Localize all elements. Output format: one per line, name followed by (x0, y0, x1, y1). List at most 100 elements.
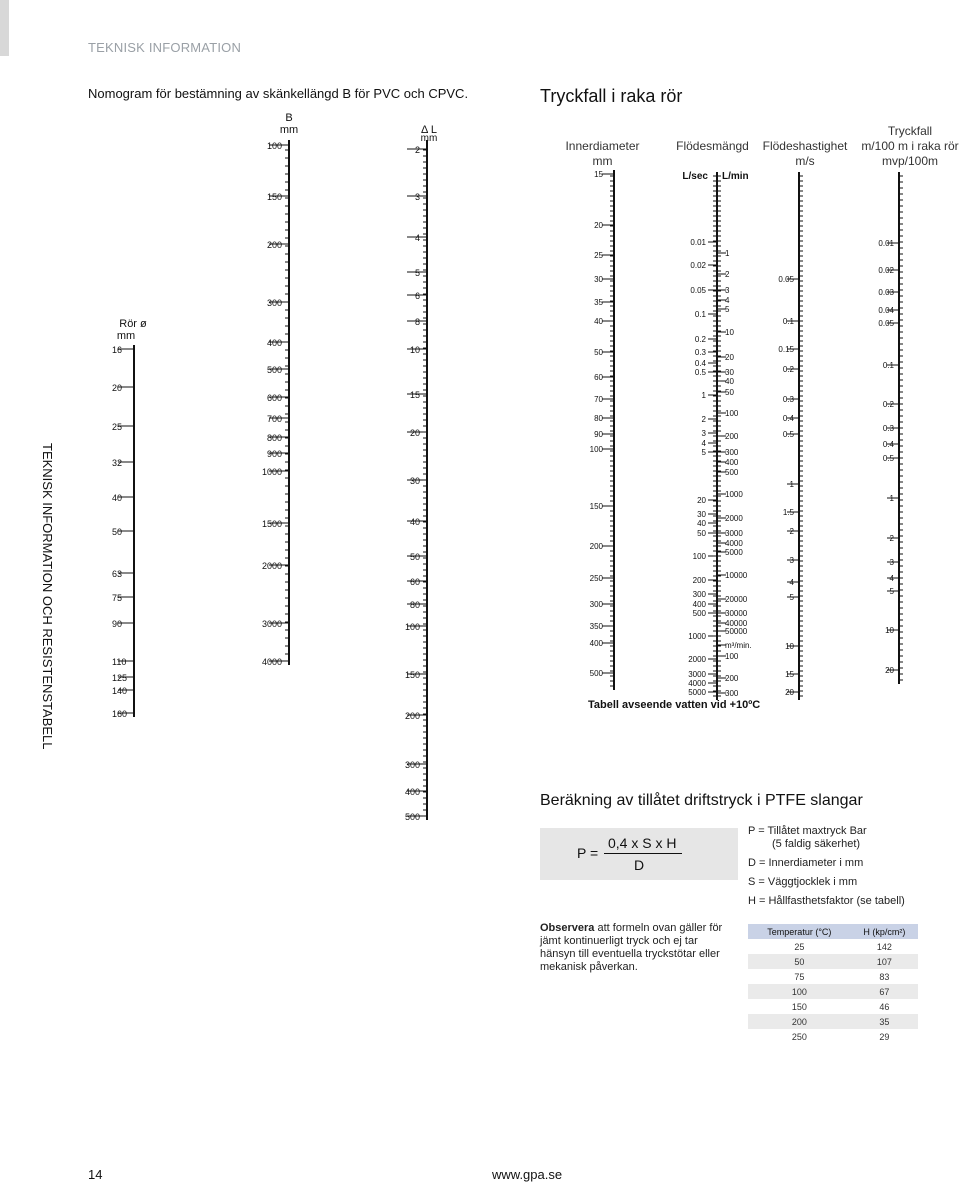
note-body: att formeln ovan gäller för jämt kontinu… (540, 922, 723, 973)
flow-lmin-unit: L/min (722, 171, 749, 182)
flow-lsec-tick-label: 30 (697, 510, 706, 519)
leg-length-tick-label: 3000 (262, 619, 282, 629)
expansion-tick-label: 5 (415, 268, 420, 278)
flow-lsec-tick-label: 2 (702, 415, 707, 424)
flow-lmin-tick-label: 1 (725, 249, 730, 258)
flow-lsec-tick-label: 0.2 (695, 335, 707, 344)
pressure-drop-tick-label: 0.04 (878, 306, 894, 315)
expansion-tick-label: 50 (410, 552, 420, 562)
page-number: 14 (88, 1167, 103, 1182)
table-row: 50 107 (748, 954, 918, 969)
velocity-tick-label: 20 (785, 688, 794, 697)
section-header: TEKNISK INFORMATION (88, 40, 242, 55)
expansion-tick-label: 15 (410, 390, 420, 400)
flow-lsec-tick-label: 3 (702, 429, 707, 438)
h-value-cell: 29 (879, 1031, 890, 1042)
leg-length-tick-label: 800 (267, 433, 282, 443)
expansion-unit: mm (421, 133, 438, 144)
expansion-tick-label: 6 (415, 291, 420, 301)
flow-lsec-tick-label: 0.01 (690, 238, 706, 247)
leg-length-tick-label: 500 (267, 365, 282, 375)
definition-h: H = Hållfasthetsfaktor (se tabell) (748, 895, 905, 907)
formula-numerator: 0,4 x S x H (608, 835, 677, 851)
pipe-diameter-tick-label: 40 (112, 493, 122, 503)
pipe-diameter-tick-label: 140 (112, 686, 127, 696)
flow-lsec-tick-label: 1000 (688, 632, 706, 641)
flow-lmin-tick-label: 5000 (725, 548, 743, 557)
flow-lmin-tick-label: 10000 (725, 571, 748, 580)
flow-lsec-tick-label: 0.4 (695, 359, 707, 368)
flow-lsec-tick-label: 0.02 (690, 261, 706, 270)
definition-s: S = Väggtjocklek i mm (748, 876, 858, 888)
flow-lsec-tick-label: 2000 (688, 655, 706, 664)
velocity-tick-label: 1.5 (783, 508, 795, 517)
flow-lmin-tick-label: 400 (725, 458, 739, 467)
flow-lsec-tick-label: 300 (693, 590, 707, 599)
inner-diameter-tick-label: 30 (594, 275, 603, 284)
flow-lsec-tick-label: 4 (702, 439, 707, 448)
pressure-drop-tick-label: 0.1 (883, 361, 895, 370)
h-value-cell: 35 (850, 1014, 918, 1029)
velocity-tick-label: 10 (785, 642, 794, 651)
note-text: Observera att formeln ovan gäller för jä… (540, 922, 736, 974)
flow-lsec-tick-label: 1 (702, 391, 707, 400)
inner-diameter-tick-label: 40 (594, 317, 603, 326)
flow-lsec-unit: L/sec (682, 171, 708, 182)
flow-lmin-tick-label: 1000 (725, 490, 743, 499)
flow-lmin-tick-label: 5 (725, 305, 730, 314)
expansion-tick-label: 200 (405, 711, 420, 721)
inner-diameter-tick-label: 300 (590, 600, 604, 609)
velocity-tick-label: 0.15 (778, 345, 794, 354)
pressure-drop-col-title: Tryckfall m/100 m i raka rör mvp/100m (861, 124, 959, 168)
pipe-diameter-tick-label: 32 (112, 458, 122, 468)
pipe-diameter-tick-label: 160 (112, 709, 127, 719)
inner-diameter-tick-label: 100 (590, 445, 604, 454)
temperature-cell: 25 (794, 941, 805, 952)
fraction-bar (604, 853, 682, 854)
flow-lsec-tick-label: 40 (697, 519, 706, 528)
expansion-tick-label: 100 (405, 622, 420, 632)
expansion-tick-label: 150 (405, 670, 420, 680)
temperature-cell: 250 (791, 1031, 807, 1042)
pressure-drop-tick-label: 0.4 (883, 440, 895, 449)
temperature-cell: 50 (748, 954, 851, 969)
table-row: 75 83 (748, 969, 918, 984)
pressure-drop-tick-label: 10 (885, 626, 894, 635)
velocity-tick-label: 2 (790, 527, 795, 536)
expansion-tick-label: 400 (405, 787, 420, 797)
pressure-drop-tick-label: 3 (890, 558, 895, 567)
inner-diameter-tick-label: 50 (594, 348, 603, 357)
pipe-diameter-tick-label: 20 (112, 383, 122, 393)
flow-lmin-tick-label: 500 (725, 468, 739, 477)
velocity-tick-label: 0.05 (778, 275, 794, 284)
inner-diameter-tick-label: 20 (594, 221, 603, 230)
inner-diameter-tick-label: 200 (590, 542, 604, 551)
footer-url: www.gpa.se (492, 1167, 563, 1182)
pressure-drop-tick-label: 0.3 (883, 424, 895, 433)
flow-lmin-tick-label: 300 (725, 689, 739, 698)
h-value-cell: 107 (850, 954, 918, 969)
inner-diameter-tick-label: 35 (594, 298, 603, 307)
temperature-cell: 75 (794, 971, 805, 982)
flow-lsec-tick-label: 0.3 (695, 348, 707, 357)
flow-lmin-tick-label: 40 (725, 377, 734, 386)
flow-lsec-tick-label: 3000 (688, 670, 706, 679)
leg-length-tick-label: 1000 (262, 467, 282, 477)
table-caption: Tabell avseende vatten vid +10ºC (588, 699, 760, 711)
velocity-tick-label: 0.1 (783, 317, 795, 326)
velocity-tick-label: 0.4 (783, 414, 795, 423)
expansion-title: Δ L (421, 124, 437, 136)
table-row: 250 29 (748, 1029, 918, 1044)
flow-lmin-tick-label: 40000 (725, 619, 748, 628)
flow-lmin-tick-label: 200 (725, 674, 739, 683)
expansion-tick-label: 20 (410, 428, 420, 438)
velocity-tick-label: 5 (790, 593, 795, 602)
flow-lmin-tick-label: 2000 (725, 514, 743, 523)
temperature-cell: 100 (748, 984, 851, 999)
pressure-drop-tick-label: 0.5 (883, 454, 895, 463)
inner-diameter-tick-label: 150 (590, 502, 604, 511)
h-value-cell: 46 (879, 1001, 890, 1012)
flow-lmin-tick-label: 30 (725, 368, 734, 377)
inner-diameter-tick-label: 350 (590, 622, 604, 631)
flow-lmin-tick-label: m³/min. (725, 641, 752, 650)
